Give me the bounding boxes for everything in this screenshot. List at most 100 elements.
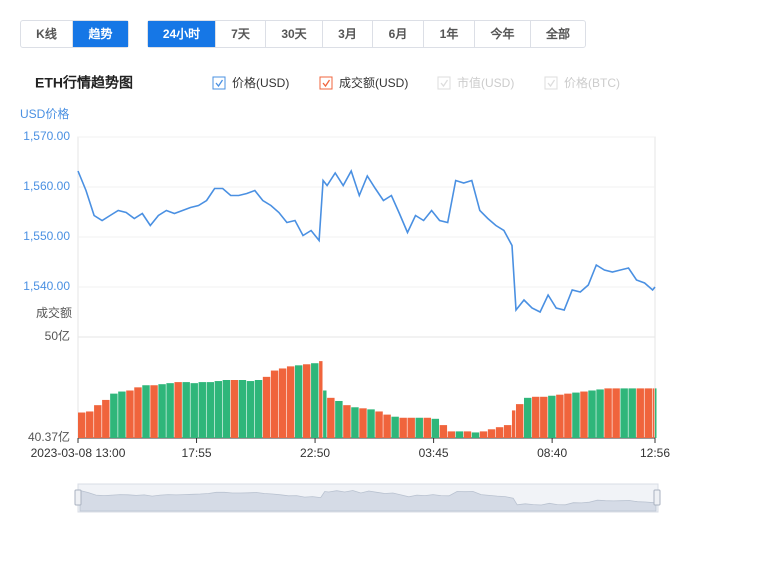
legend-label[interactable]: 市值(USD): [457, 75, 514, 90]
volume-bar: [286, 366, 295, 438]
y-tick-label: 1,560.00: [23, 179, 70, 193]
volume-bar: [423, 417, 431, 438]
volume-bar: [524, 397, 532, 438]
legend-checkbox[interactable]: [437, 76, 451, 90]
volume-bar: [503, 425, 512, 438]
volume-bar: [190, 383, 198, 438]
price-line: [77, 169, 656, 314]
y2-tick-label: 40.37亿: [28, 429, 70, 444]
volume-bar: [214, 381, 223, 438]
volume-bar: [532, 396, 540, 438]
y-tick-label: 1,570.00: [23, 129, 70, 143]
volume-bar: [367, 409, 375, 438]
y-axis-label: USD价格: [20, 106, 69, 121]
legend-checkbox[interactable]: [544, 76, 558, 90]
volume-bar: [359, 408, 367, 438]
y2-tick-label: 50亿: [45, 328, 70, 343]
volume-bar: [620, 388, 628, 438]
volume-bar: [206, 382, 215, 438]
volume-bar: [110, 393, 118, 438]
volume-bar: [644, 388, 652, 438]
volume-bar: [78, 412, 86, 438]
volume-bar: [335, 400, 343, 438]
tab-button[interactable]: 6月: [373, 21, 424, 47]
volume-bar: [102, 399, 110, 438]
volume-bar: [540, 396, 548, 438]
volume-bar: [118, 391, 126, 438]
volume-bar: [407, 417, 415, 438]
volume-bar: [391, 416, 399, 438]
tab-button[interactable]: 1年: [424, 21, 475, 47]
volume-bar: [463, 431, 472, 438]
tab-button[interactable]: 趋势: [73, 21, 128, 47]
x-tick-label: 03:45: [419, 446, 449, 460]
volume-bar: [246, 381, 255, 438]
legend-check: [440, 79, 449, 88]
volume-bar: [455, 431, 464, 438]
volume-bar: [588, 390, 596, 438]
y2-axis-label: 成交额: [36, 305, 72, 320]
tab-button[interactable]: 30天: [266, 21, 323, 47]
volume-bar: [222, 380, 231, 438]
y-tick-label: 1,540.00: [23, 279, 70, 293]
volume-bar: [278, 368, 287, 438]
volume-bar: [343, 405, 351, 438]
navigator-handle[interactable]: [653, 489, 661, 506]
navigator-handle[interactable]: [74, 489, 82, 506]
volume-bar: [652, 388, 655, 438]
legend-check: [547, 79, 556, 88]
legend-checkbox[interactable]: [212, 76, 226, 90]
tab-button[interactable]: 今年: [475, 21, 531, 47]
legend-label[interactable]: 成交额(USD): [339, 75, 408, 90]
volume-bar: [572, 392, 580, 438]
volume-bar: [439, 425, 448, 438]
x-tick-label: 12:56: [640, 446, 670, 460]
chart-title: ETH行情趋势图: [35, 75, 133, 91]
legend-check: [215, 79, 224, 88]
tab-button[interactable]: 全部: [545, 27, 570, 41]
volume-bar: [596, 389, 604, 438]
volume-bar: [238, 380, 247, 438]
volume-bar: [230, 380, 239, 438]
volume-bar: [311, 363, 319, 438]
volume-bar: [556, 394, 564, 438]
volume-bar: [327, 397, 335, 438]
volume-bar: [94, 405, 102, 438]
volume-bar: [134, 387, 142, 438]
volume-bar: [198, 382, 206, 438]
volume-bar: [174, 382, 182, 438]
volume-bar: [447, 431, 456, 438]
navigator-area: [79, 489, 657, 512]
volume-bar: [636, 388, 644, 438]
tab-button[interactable]: 7天: [216, 21, 266, 47]
volume-bar: [323, 390, 327, 438]
legend-label[interactable]: 价格(BTC): [564, 75, 620, 90]
legend-checkbox[interactable]: [319, 76, 333, 90]
x-tick-label: 17:55: [182, 446, 212, 460]
tab-button[interactable]: K线: [21, 21, 73, 47]
volume-bar: [564, 393, 572, 438]
volume-bar: [471, 432, 480, 438]
volume-bar: [303, 364, 311, 438]
legend-check: [322, 79, 331, 88]
volume-bar: [262, 376, 271, 438]
volume-bar: [604, 388, 612, 438]
volume-bar: [142, 385, 150, 438]
volume-bar: [375, 411, 383, 438]
volume-bar: [580, 391, 588, 438]
tab-button[interactable]: 24小时: [148, 21, 216, 47]
legend-label[interactable]: 价格(USD): [232, 75, 289, 90]
volume-bar: [655, 388, 657, 438]
tab-button[interactable]: 3月: [323, 21, 373, 47]
volume-bar: [431, 418, 440, 438]
volume-bar: [511, 410, 516, 438]
volume-bar: [399, 417, 407, 438]
volume-bar: [548, 395, 556, 438]
range-tabs: 24小时 7天 30天 3月 6月 1年 今年 全部: [147, 20, 586, 48]
volume-bar: [294, 365, 303, 438]
volume-bar: [415, 417, 423, 438]
volume-bar: [479, 431, 488, 438]
view-tabs: K线 趋势: [20, 20, 129, 48]
